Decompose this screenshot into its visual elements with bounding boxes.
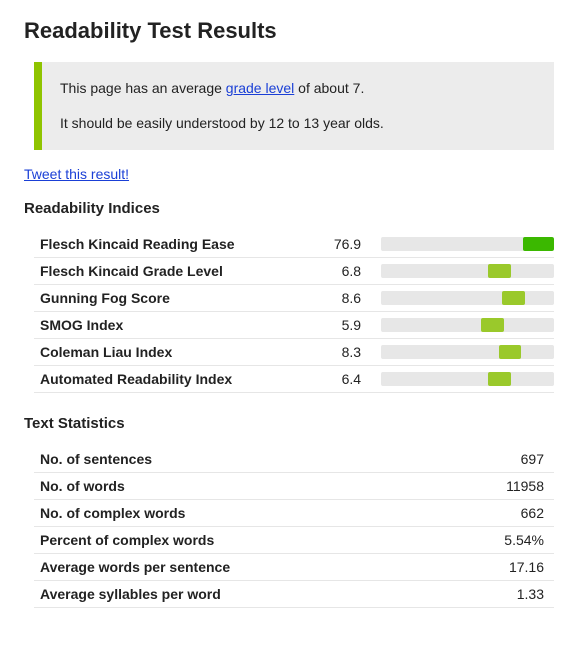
index-bar-cell bbox=[375, 231, 554, 258]
summary-line-1-post: of about 7. bbox=[294, 80, 364, 96]
table-row: No. of sentences697 bbox=[34, 446, 554, 473]
table-row: SMOG Index5.9 bbox=[34, 312, 554, 339]
index-bar-fill bbox=[488, 372, 510, 386]
index-bar-track bbox=[381, 345, 554, 359]
index-bar-cell bbox=[375, 366, 554, 393]
index-bar-track bbox=[381, 291, 554, 305]
index-bar-cell bbox=[375, 285, 554, 312]
index-name: SMOG Index bbox=[34, 312, 314, 339]
table-row: Average syllables per word1.33 bbox=[34, 581, 554, 608]
table-row: No. of words11958 bbox=[34, 473, 554, 500]
index-bar-track bbox=[381, 264, 554, 278]
index-value: 76.9 bbox=[314, 231, 376, 258]
index-name: Automated Readability Index bbox=[34, 366, 314, 393]
index-value: 6.4 bbox=[314, 366, 376, 393]
index-bar-cell bbox=[375, 339, 554, 366]
stat-name: Average words per sentence bbox=[34, 554, 428, 581]
index-bar-cell bbox=[375, 258, 554, 285]
table-row: Gunning Fog Score8.6 bbox=[34, 285, 554, 312]
stat-name: Percent of complex words bbox=[34, 527, 428, 554]
indices-section: Flesch Kincaid Reading Ease76.9Flesch Ki… bbox=[34, 231, 554, 393]
stats-table: No. of sentences697No. of words11958No. … bbox=[34, 446, 554, 608]
stats-heading: Text Statistics bbox=[24, 415, 554, 432]
index-bar-fill bbox=[481, 318, 503, 332]
stat-value: 662 bbox=[428, 500, 554, 527]
page-title: Readability Test Results bbox=[24, 18, 554, 44]
grade-level-link[interactable]: grade level bbox=[226, 80, 295, 96]
index-name: Coleman Liau Index bbox=[34, 339, 314, 366]
summary-box: This page has an average grade level of … bbox=[34, 62, 554, 150]
index-bar-track bbox=[381, 318, 554, 332]
stat-value: 1.33 bbox=[428, 581, 554, 608]
stat-name: No. of sentences bbox=[34, 446, 428, 473]
stat-name: No. of words bbox=[34, 473, 428, 500]
table-row: Automated Readability Index6.4 bbox=[34, 366, 554, 393]
index-bar-fill bbox=[499, 345, 521, 359]
table-row: Average words per sentence17.16 bbox=[34, 554, 554, 581]
table-row: No. of complex words662 bbox=[34, 500, 554, 527]
stat-value: 697 bbox=[428, 446, 554, 473]
index-bar-fill bbox=[523, 237, 554, 251]
table-row: Flesch Kincaid Reading Ease76.9 bbox=[34, 231, 554, 258]
index-value: 5.9 bbox=[314, 312, 376, 339]
index-name: Gunning Fog Score bbox=[34, 285, 314, 312]
summary-line-2: It should be easily understood by 12 to … bbox=[60, 113, 536, 134]
stat-value: 11958 bbox=[428, 473, 554, 500]
stat-name: No. of complex words bbox=[34, 500, 428, 527]
index-value: 8.3 bbox=[314, 339, 376, 366]
stats-section: No. of sentences697No. of words11958No. … bbox=[34, 446, 554, 608]
index-value: 6.8 bbox=[314, 258, 376, 285]
indices-heading: Readability Indices bbox=[24, 200, 554, 217]
index-bar-track bbox=[381, 372, 554, 386]
tweet-result-link[interactable]: Tweet this result! bbox=[24, 166, 129, 182]
summary-line-1: This page has an average grade level of … bbox=[60, 78, 536, 99]
index-bar-fill bbox=[502, 291, 524, 305]
stat-value: 5.54% bbox=[428, 527, 554, 554]
stat-value: 17.16 bbox=[428, 554, 554, 581]
index-value: 8.6 bbox=[314, 285, 376, 312]
summary-line-1-pre: This page has an average bbox=[60, 80, 226, 96]
table-row: Flesch Kincaid Grade Level6.8 bbox=[34, 258, 554, 285]
stat-name: Average syllables per word bbox=[34, 581, 428, 608]
index-bar-track bbox=[381, 237, 554, 251]
index-bar-cell bbox=[375, 312, 554, 339]
table-row: Coleman Liau Index8.3 bbox=[34, 339, 554, 366]
table-row: Percent of complex words5.54% bbox=[34, 527, 554, 554]
index-bar-fill bbox=[488, 264, 510, 278]
index-name: Flesch Kincaid Grade Level bbox=[34, 258, 314, 285]
index-name: Flesch Kincaid Reading Ease bbox=[34, 231, 314, 258]
indices-table: Flesch Kincaid Reading Ease76.9Flesch Ki… bbox=[34, 231, 554, 393]
